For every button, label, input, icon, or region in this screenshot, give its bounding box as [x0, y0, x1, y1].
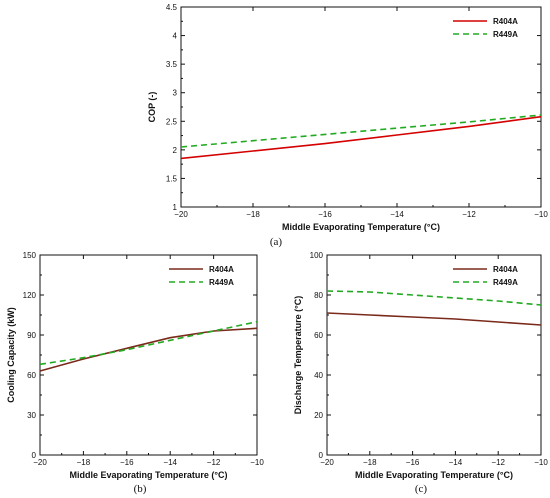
x-tick-label: −10	[534, 458, 548, 467]
x-tick-label: −12	[491, 458, 505, 467]
y-tick-label: 20	[314, 411, 323, 420]
y-tick-label: 2	[173, 146, 178, 155]
x-tick-label: −14	[163, 458, 177, 467]
x-tick-label: −18	[246, 210, 260, 219]
panel-caption: (a)	[270, 236, 283, 248]
x-tick-label: −10	[534, 210, 548, 219]
y-axis-label: COP (-)	[147, 92, 157, 123]
x-axis-label: Middle Evaporating Temperature (°C)	[70, 470, 228, 480]
y-tick-label: 2.5	[166, 117, 178, 126]
x-tick-label: −16	[318, 210, 332, 219]
legend-label: R449A	[493, 30, 518, 39]
y-tick-label: 120	[23, 291, 37, 300]
y-tick-label: 0	[32, 451, 37, 460]
panel-caption: (c)	[415, 483, 428, 495]
chart-a: −20 −18 −16 −14 −12 −10 1 1.5 2 2.5 3 3.5 4 4.5 R404A R…	[147, 3, 548, 248]
series-line-r449a	[326, 290, 542, 306]
x-tick-label: −16	[120, 458, 134, 467]
x-tick-label: −10	[250, 458, 264, 467]
x-tick-label: −14	[390, 210, 404, 219]
legend-label: R449A	[209, 278, 234, 287]
y-tick-label: 90	[27, 331, 36, 340]
x-tick-label: −18	[77, 458, 91, 467]
plot-frame	[180, 6, 542, 208]
y-tick-label: 3.5	[166, 60, 178, 69]
legend-label: R404A	[209, 265, 234, 274]
x-tick-label: −14	[449, 458, 463, 467]
y-tick-label: 150	[23, 251, 37, 260]
x-tick-label: −20	[174, 210, 188, 219]
series-line-r404a	[326, 312, 542, 326]
legend-label: R449A	[493, 278, 518, 287]
x-axis-label: Middle Evaporating Temperature (°C)	[355, 470, 513, 480]
y-axis-label: Cooling Capacity (kW)	[6, 307, 16, 403]
y-tick-label: 1.5	[166, 174, 178, 183]
x-tick-label: −20	[33, 458, 47, 467]
x-tick-label: −12	[462, 210, 476, 219]
series-line-r404a	[39, 327, 258, 372]
y-tick-label: 1	[173, 203, 178, 212]
chart-c: −20 −18 −16 −14 −12 −10 0 20 40 60 80 100 R404A R449A…	[293, 251, 548, 495]
x-tick-label: −12	[207, 458, 221, 467]
series-line-r449a	[180, 114, 542, 148]
y-tick-label: 60	[314, 331, 323, 340]
series-line-r449a	[39, 320, 258, 366]
x-tick-label: −20	[320, 458, 334, 467]
y-tick-label: 4.5	[166, 3, 178, 12]
chart-b: −20 −18 −16 −14 −12 −10 0 30 60 90 120 150 R404A R449…	[6, 251, 264, 495]
legend-label: R404A	[493, 17, 518, 26]
x-tick-label: −16	[406, 458, 420, 467]
y-axis-label: Discharge Temperature (°C)	[293, 296, 303, 414]
x-tick-label: −18	[363, 458, 377, 467]
y-tick-label: 60	[27, 371, 36, 380]
y-tick-label: 100	[310, 251, 324, 260]
y-tick-label: 40	[314, 371, 323, 380]
y-tick-label: 80	[314, 291, 323, 300]
series-line-r404a	[180, 115, 542, 160]
y-tick-label: 3	[173, 89, 178, 98]
legend-label: R404A	[493, 265, 518, 274]
y-tick-label: 30	[27, 411, 36, 420]
y-tick-label: 0	[319, 451, 324, 460]
x-axis-label: Middle Evaporating Temperature (°C)	[282, 222, 440, 232]
y-tick-label: 4	[173, 32, 178, 41]
panel-caption: (b)	[134, 483, 147, 495]
